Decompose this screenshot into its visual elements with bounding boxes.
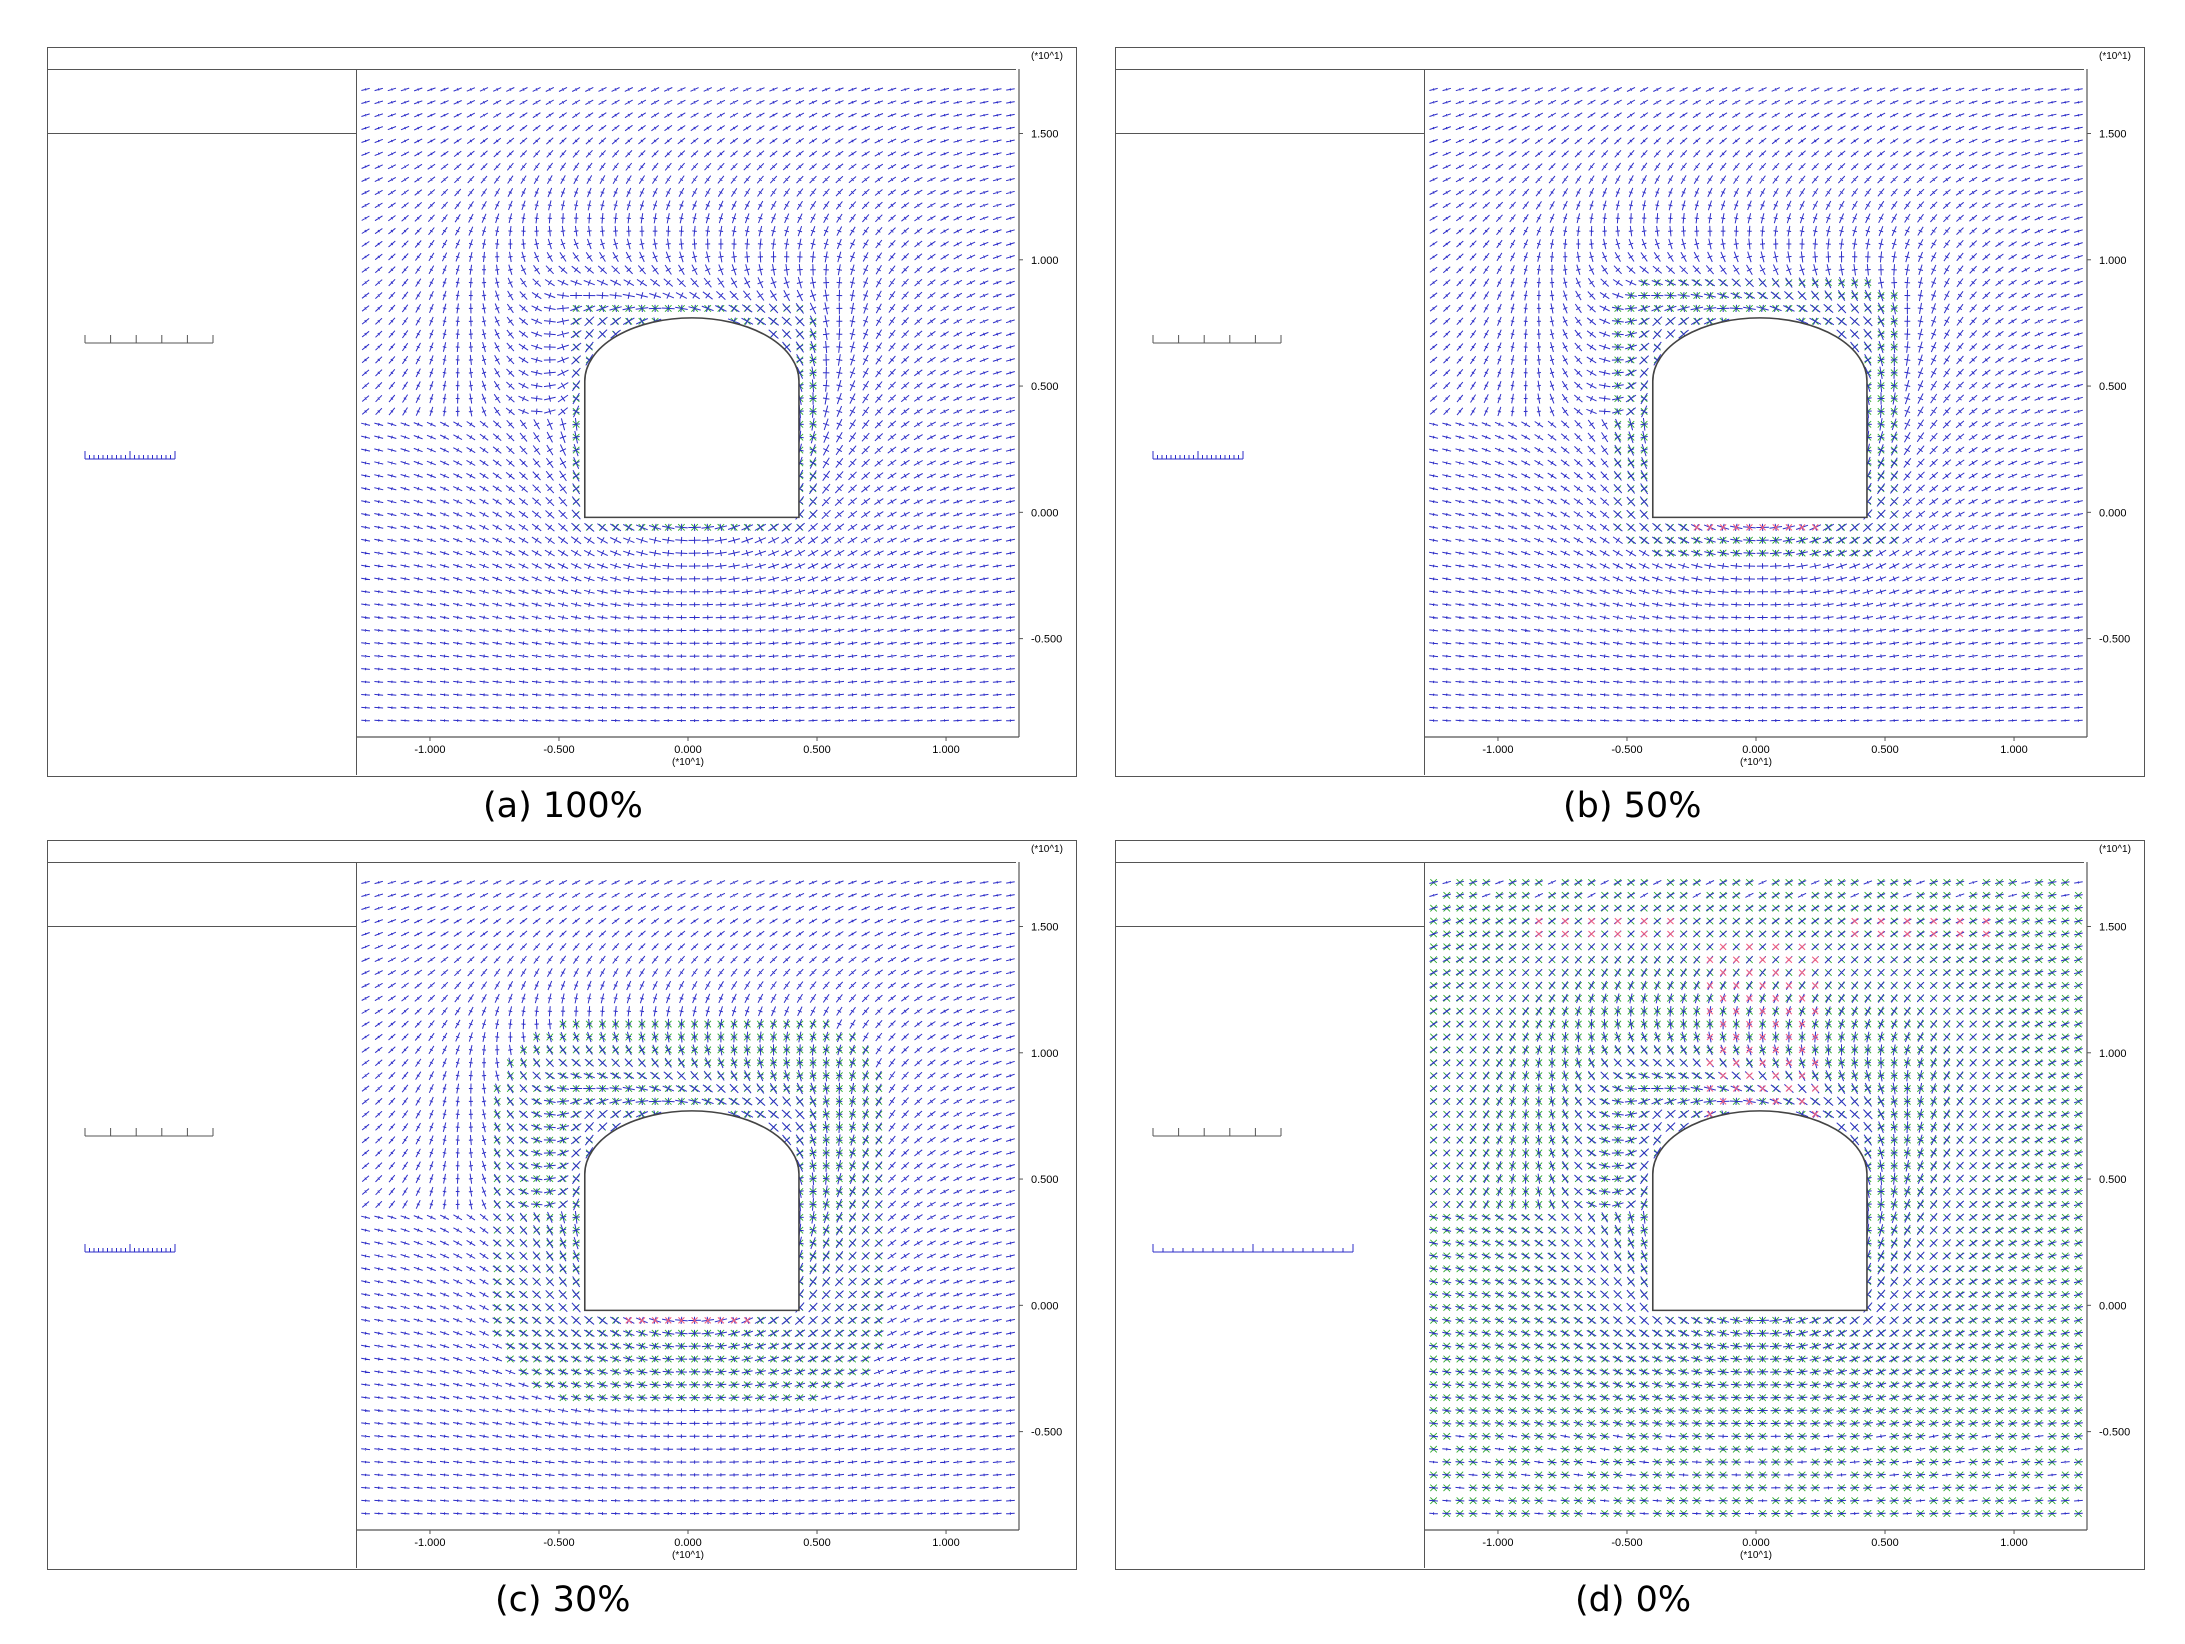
stress-scale-bar — [1152, 451, 1244, 460]
x-tick-label: 0.000 — [1742, 1537, 1770, 1549]
principal-stress-marks — [361, 879, 1016, 1516]
y-tick-label: 0.500 — [1031, 381, 1059, 393]
x-exponent: (*10^1) — [672, 1550, 704, 1561]
y-tick-label: 1.500 — [1031, 922, 1059, 934]
y-exponent: (*10^1) — [2099, 844, 2131, 855]
title-divider-right — [356, 862, 1016, 863]
x-tick-label: -0.500 — [543, 744, 574, 756]
x-exponent: (*10^1) — [1740, 1550, 1772, 1561]
title-divider-right — [356, 69, 1016, 70]
x-tick-label: 1.000 — [2000, 1537, 2028, 1549]
shear-yield-marks — [625, 1316, 751, 1324]
boundary-scale-bar — [1152, 1128, 1282, 1137]
panel-divider — [356, 862, 357, 1568]
x-tick-label: 0.500 — [803, 744, 831, 756]
y-tick-label: 0.000 — [2099, 1300, 2127, 1312]
y-tick-label: 1.000 — [2099, 1048, 2127, 1060]
tunnel-boundary — [1651, 1110, 1868, 1312]
caption-a: (a) 100% — [483, 786, 643, 826]
principal-stress-marks — [1429, 86, 2084, 723]
x-tick-label: -0.500 — [1611, 1537, 1642, 1549]
x-tick-label: 1.000 — [932, 1537, 960, 1549]
y-tick-label: 0.000 — [1031, 507, 1059, 519]
title-divider — [47, 862, 356, 863]
stress-field — [361, 879, 1016, 1516]
stress-field — [361, 86, 1016, 723]
axes: -1.000 -0.500 0.000 0.500 1.000 (*10^1) 1.500 1… — [1424, 51, 2131, 768]
y-tick-label: 0.500 — [2099, 381, 2127, 393]
title-divider-right — [1424, 862, 2084, 863]
axes: -1.000 -0.500 0.000 0.500 1.000 (*10^1) 1.500 1… — [356, 844, 1063, 1561]
plot-graphics: -1.000 -0.500 0.000 0.500 1.000 (*10^1) 1.500 1… — [1152, 51, 2131, 768]
stress-scale-bar — [84, 451, 176, 460]
stress-scale-bar — [1152, 1244, 1354, 1253]
x-tick-label: 0.500 — [1871, 1537, 1899, 1549]
title-divider — [1115, 69, 1424, 70]
x-tick-label: -1.000 — [414, 1537, 445, 1549]
y-exponent: (*10^1) — [2099, 51, 2131, 62]
x-tick-label: -1.000 — [414, 744, 445, 756]
tunnel-boundary — [583, 317, 800, 519]
x-tick-label: -1.000 — [1482, 1537, 1513, 1549]
y-tick-label: 1.500 — [1031, 129, 1059, 141]
x-tick-label: -0.500 — [543, 1537, 574, 1549]
y-exponent: (*10^1) — [1031, 51, 1063, 62]
y-tick-label: 1.000 — [1031, 1048, 1059, 1060]
x-tick-label: 0.500 — [1871, 744, 1899, 756]
panel-divider — [1424, 862, 1425, 1568]
plot-graphics: -1.000 -0.500 0.000 0.500 1.000 (*10^1) 1.500 1… — [84, 844, 1063, 1561]
axes: -1.000 -0.500 0.000 0.500 1.000 (*10^1) 1.500 1… — [1424, 844, 2131, 1561]
legend-divider — [47, 926, 356, 927]
y-tick-label: 0.000 — [1031, 1300, 1059, 1312]
title-divider — [1115, 862, 1424, 863]
stress-field — [1429, 86, 2084, 723]
title-divider — [47, 69, 356, 70]
legend-divider — [47, 133, 356, 134]
plot-graphics: -1.000 -0.500 0.000 0.500 1.000 (*10^1) 1.500 1… — [1152, 844, 2131, 1561]
x-tick-label: 0.000 — [1742, 744, 1770, 756]
y-exponent: (*10^1) — [1031, 844, 1063, 855]
x-exponent: (*10^1) — [1740, 757, 1772, 768]
y-tick-label: 0.500 — [1031, 1174, 1059, 1186]
shear-yield-marks — [1693, 523, 1819, 531]
y-tick-label: 1.500 — [2099, 129, 2127, 141]
y-tick-label: 1.000 — [1031, 255, 1059, 267]
y-tick-label: -0.500 — [2099, 1427, 2130, 1439]
panel-divider — [356, 69, 357, 775]
tunnel-boundary — [1651, 317, 1868, 519]
principal-stress-marks — [361, 86, 1016, 723]
y-tick-label: 0.000 — [2099, 507, 2127, 519]
x-tick-label: 1.000 — [2000, 744, 2028, 756]
x-exponent: (*10^1) — [672, 757, 704, 768]
x-tick-label: -0.500 — [1611, 744, 1642, 756]
plot-graphics: -1.000 -0.500 0.000 0.500 1.000 (*10^1) 1.500 1… — [84, 51, 1063, 768]
y-tick-label: 1.000 — [2099, 255, 2127, 267]
x-tick-label: 1.000 — [932, 744, 960, 756]
y-tick-label: -0.500 — [1031, 634, 1062, 646]
caption-c: (c) 30% — [495, 1580, 631, 1620]
tunnel-boundary — [583, 1110, 800, 1312]
boundary-scale-bar — [84, 1128, 214, 1137]
y-tick-label: -0.500 — [2099, 634, 2130, 646]
boundary-scale-bar — [84, 335, 214, 344]
legend-divider — [1115, 133, 1424, 134]
x-tick-label: 0.500 — [803, 1537, 831, 1549]
x-tick-label: 0.000 — [674, 1537, 702, 1549]
y-tick-label: 1.500 — [2099, 922, 2127, 934]
title-divider-right — [1424, 69, 2084, 70]
stress-field — [1429, 878, 2084, 1518]
x-tick-label: 0.000 — [674, 744, 702, 756]
shear-yield-marks — [1535, 917, 1990, 1118]
y-tick-label: 0.500 — [2099, 1174, 2127, 1186]
axes: -1.000 -0.500 0.000 0.500 1.000 (*10^1) 1.500 1… — [356, 51, 1063, 768]
panel-divider — [1424, 69, 1425, 775]
caption-b: (b) 50% — [1563, 786, 1702, 826]
stress-scale-bar — [84, 1244, 176, 1253]
x-tick-label: -1.000 — [1482, 744, 1513, 756]
y-tick-label: -0.500 — [1031, 1427, 1062, 1439]
boundary-scale-bar — [1152, 335, 1282, 344]
legend-divider — [1115, 926, 1424, 927]
caption-d: (d) 0% — [1575, 1580, 1692, 1620]
